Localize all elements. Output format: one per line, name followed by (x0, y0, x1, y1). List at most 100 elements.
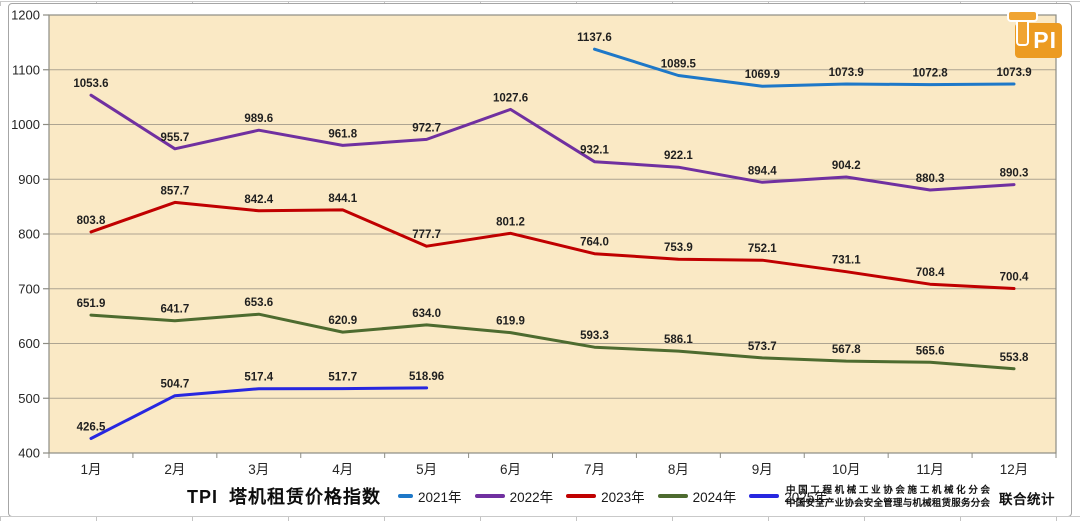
data-point-label: 753.9 (664, 242, 693, 254)
legend-label: 2025年 (784, 490, 828, 505)
x-axis-tick-label: 11月 (916, 462, 944, 477)
data-point-label: 517.4 (244, 372, 273, 384)
data-point-label: 1073.9 (996, 67, 1031, 79)
x-axis-tick-label: 2月 (164, 462, 185, 477)
series-2021年 (593, 47, 1016, 88)
series-2024年 (89, 312, 1016, 371)
data-point-label: 777.7 (412, 229, 441, 241)
logo-crane-mast-icon (1018, 12, 1027, 44)
data-point-label: 567.8 (832, 344, 861, 356)
data-point-label: 857.7 (160, 185, 189, 197)
data-point-label: 803.8 (77, 215, 106, 227)
data-point-label: 651.9 (77, 298, 106, 310)
data-point-label: 1137.6 (577, 32, 612, 44)
x-axis-tick-label: 3月 (248, 462, 269, 477)
x-axis-tick-label: 4月 (332, 462, 353, 477)
chart-frame: 400 500 600 700 800 900 1000 1100 1200 1月 2月 3月 4月 5月… (8, 3, 1072, 517)
y-axis-tick-label: 1000 (11, 117, 40, 132)
source-attribution: 中国工程机械工业协会施工机械化分会 中国安全产业协会安全管理与机械租赁服务分会 … (786, 485, 1055, 510)
legend-item-2022年: 2022年 (474, 486, 554, 506)
data-point-label: 842.4 (244, 194, 273, 206)
data-point-label: 653.6 (244, 297, 273, 309)
legend-swatch-icon (398, 494, 414, 498)
data-point-label: 955.7 (160, 132, 189, 144)
data-point-label: 764.0 (580, 237, 609, 249)
x-axis-tick-label: 7月 (584, 462, 605, 477)
data-point-label: 518.96 (409, 371, 444, 383)
series-2023年 (89, 200, 1016, 290)
data-point-label: 894.4 (748, 165, 777, 177)
legend-item-2025年: 2025年 (749, 486, 828, 506)
legend-swatch-icon (474, 494, 505, 498)
legend-item-2023年: 2023年 (566, 486, 645, 506)
tpi-line-chart: 400 500 600 700 800 900 1000 1100 1200 1月 2月 3月 4月 5月… (11, 8, 1057, 477)
x-axis-tick-label: 9月 (752, 462, 773, 477)
data-point-label: 922.1 (664, 150, 693, 162)
data-point-label: 565.6 (916, 345, 945, 357)
legend-swatch-icon (657, 494, 688, 498)
chart-title: TPI 塔机租赁价格指数 (187, 487, 382, 507)
data-point-label: 708.4 (916, 267, 945, 279)
y-axis-tick-label: 500 (18, 391, 40, 406)
y-axis-tick-label: 900 (18, 172, 40, 187)
org-line-2: 中国安全产业协会安全管理与机械租赁服务分会 (786, 497, 990, 509)
data-point-label: 553.8 (1000, 352, 1029, 364)
x-axis-tick-label: 8月 (668, 462, 689, 477)
data-point-label: 641.7 (160, 304, 189, 316)
data-point-label: 844.1 (328, 193, 357, 205)
y-axis-tick-label: 1200 (11, 8, 40, 23)
data-point-label: 880.3 (916, 173, 945, 185)
data-point-label: 961.8 (328, 128, 357, 140)
data-point-label: 504.7 (160, 379, 189, 391)
data-point-label: 904.2 (832, 160, 861, 172)
data-point-label: 426.5 (77, 421, 106, 433)
data-point-label: 1027.6 (493, 92, 528, 104)
legend-items: 2021年 2022年 2023年 2024年 2025年 (398, 486, 828, 506)
data-point-label: 890.3 (1000, 168, 1029, 180)
tpi-logo: PI (1006, 10, 1062, 58)
data-point-label: 619.9 (496, 316, 525, 328)
legend-label: 2021年 (418, 490, 462, 505)
legend-label: 2023年 (601, 490, 645, 505)
data-point-label: 700.4 (1000, 272, 1029, 284)
data-point-label: 1072.8 (913, 68, 949, 80)
org-line-1: 中国工程机械工业协会施工机械化分会 (786, 485, 990, 497)
joint-stats-label: 联合统计 (999, 491, 1055, 507)
series-2022年 (89, 93, 1016, 192)
data-point-label: 989.6 (244, 113, 273, 125)
legend-label: 2022年 (509, 490, 554, 505)
data-point-label: 1069.9 (745, 69, 780, 81)
logo-letters: PI (1033, 27, 1057, 53)
legend-item-2021年: 2021年 (398, 486, 462, 506)
data-point-label: 573.7 (748, 341, 777, 353)
data-point-label: 932.1 (580, 145, 609, 157)
x-axis-tick-label: 10月 (832, 462, 861, 477)
y-axis-tick-label: 1100 (12, 62, 40, 77)
series-2025年 (89, 386, 429, 440)
data-point-label: 752.1 (748, 243, 777, 255)
legend-swatch-icon (566, 494, 597, 498)
y-axis-tick-label: 400 (18, 446, 40, 461)
data-point-label: 1073.9 (829, 67, 864, 79)
data-point-label: 593.3 (580, 330, 609, 342)
data-point-label: 801.2 (496, 216, 525, 228)
data-point-label: 1089.5 (661, 58, 697, 70)
legend-label: 2024年 (692, 490, 737, 505)
data-point-label: 972.7 (412, 122, 441, 134)
x-axis-tick-label: 5月 (416, 462, 437, 477)
data-point-label: 731.1 (832, 255, 861, 267)
chart-legend: TPI 塔机租赁价格指数 2021年 2022年 2023年 2024年 2025年 (187, 484, 828, 508)
org-names: 中国工程机械工业协会施工机械化分会 中国安全产业协会安全管理与机械租赁服务分会 (786, 485, 990, 510)
legend-item-2024年: 2024年 (657, 486, 737, 506)
y-axis-tick-label: 700 (18, 281, 40, 296)
y-axis-tick-label: 800 (18, 227, 40, 242)
data-point-label: 634.0 (412, 308, 441, 320)
x-axis-tick-label: 1月 (80, 462, 101, 477)
x-axis-tick-label: 6月 (500, 462, 521, 477)
data-point-label: 1053.6 (73, 78, 108, 90)
data-point-label: 586.1 (664, 334, 693, 346)
spreadsheet-gridline-bottom (0, 516, 1080, 522)
x-axis-tick-label: 12月 (1000, 462, 1029, 477)
y-axis-tick-label: 600 (18, 336, 40, 351)
data-point-label: 620.9 (328, 315, 357, 327)
